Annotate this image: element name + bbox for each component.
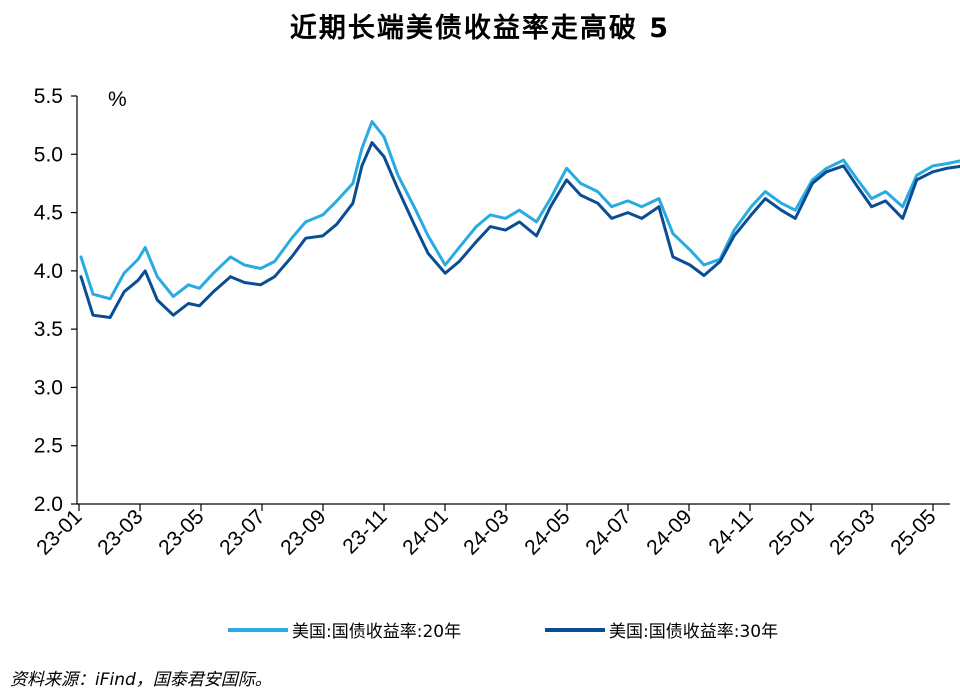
y-tick-label: 3.0 <box>34 376 63 399</box>
y-tick-label: 5.0 <box>34 143 63 166</box>
y-tick-label: 5.5 <box>34 85 63 108</box>
x-tick-label: 25-05 <box>886 505 940 559</box>
series-line-30y <box>79 141 960 319</box>
series-line-20y <box>79 120 960 301</box>
x-tick-label: 23-09 <box>276 505 330 559</box>
x-tick-label: 25-03 <box>825 505 879 559</box>
chart-title: 近期长端美债收益率走高破 5 <box>289 13 671 44</box>
x-tick-label: 25-01 <box>764 505 818 559</box>
x-tick-label: 24-11 <box>704 505 757 558</box>
y-tick-label: 2.0 <box>34 493 63 516</box>
x-tick-label: 23-11 <box>338 505 391 558</box>
y-tick-label: 2.5 <box>34 435 63 458</box>
y-tick-label: 3.5 <box>34 318 63 341</box>
x-tick-label: 24-03 <box>459 505 513 559</box>
x-tick-label: 23-05 <box>154 505 208 559</box>
y-tick-label: 4.5 <box>34 202 63 225</box>
x-tick-label: 24-05 <box>520 505 574 559</box>
source-note: 资料来源：iFind，国泰君安国际。 <box>10 670 272 690</box>
x-tick-label: 24-07 <box>581 505 635 559</box>
x-tick-label: 23-03 <box>93 505 147 559</box>
x-tick-label: 24-01 <box>398 505 452 559</box>
chart-series <box>79 120 960 319</box>
chart-axes: 2.02.53.03.54.04.55.05.5 %23-01 23-03 23-05… <box>32 85 950 560</box>
y-axis-unit-label: % <box>108 88 127 111</box>
chart-legend: 美国:国债收益率:20年 美国:国债收益率:30年 <box>228 622 778 642</box>
legend-label-30y: 美国:国债收益率:30年 <box>609 622 778 642</box>
x-tick-label: 24-09 <box>642 505 696 559</box>
y-tick-label: 4.0 <box>34 260 63 283</box>
legend-label-20y: 美国:国债收益率:20年 <box>292 622 461 642</box>
x-tick-label: 23-07 <box>215 505 269 559</box>
